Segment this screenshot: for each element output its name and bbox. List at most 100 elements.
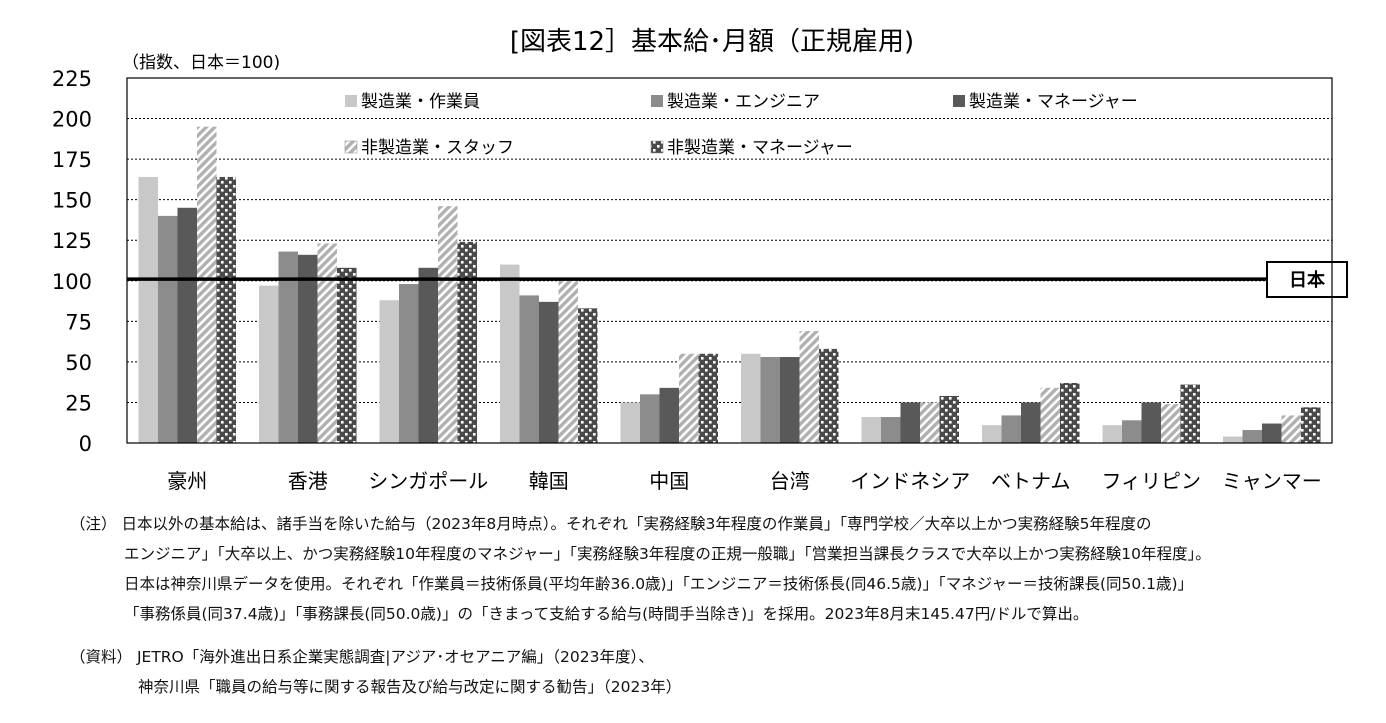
x-tick-label: 台湾 [770,469,810,493]
bar [920,402,940,443]
bar [1180,384,1200,443]
bar [1262,423,1282,443]
bar [259,285,279,443]
legend-swatch [345,95,357,107]
bar [1242,430,1262,443]
x-tick-label: フィリピン [1101,469,1201,493]
bar [158,215,178,443]
x-tick-label: インドネシア [850,469,970,493]
bar [1122,420,1142,443]
bar [659,387,679,443]
bar [317,243,337,443]
y-tick-label: 50 [65,351,92,375]
y-axis: 0 25 50 75 100 125 150 175 200 225 [52,67,92,456]
x-tick-label: シンガポール [368,469,488,493]
y-tick-label: 100 [52,270,92,294]
bar [1141,402,1161,443]
y-tick-label: 125 [52,229,92,253]
legend-swatch [650,140,664,154]
bar [861,417,881,443]
bar [679,353,699,443]
bar [1161,404,1181,443]
bar [399,284,419,443]
reference-line: 日本 [127,261,1348,298]
legend-label: 非製造業・マネージャー [667,138,853,158]
bar [418,267,438,443]
y-tick-label: 75 [65,310,92,334]
bar [939,395,959,443]
bar [620,402,640,443]
x-axis: 豪州 香港 シンガポール 韓国 中国 台湾 インドネシア ベトナム フィリピン ミャンマー [167,469,1322,493]
legend-label: 製造業・マネージャー [969,92,1138,112]
y-tick-label: 175 [52,148,92,172]
y-tick-label: 200 [52,108,92,132]
source: （資料） JETRO「海外進出日系企業実態調査|アジア･オセアニア編」（2023… [70,642,1370,702]
note-line-4: 「事務係員(同37.4歳)」「事務課長(同50.0歳)」の「きまって支給する給与… [124,605,1089,623]
x-tick-label: 豪州 [167,469,207,493]
bar [438,206,458,443]
note-line-3: 日本は神奈川県データを使用。それぞれ「作業員＝技術係員(平均年齢36.0歳)」「… [124,575,1194,593]
y-tick-label: 25 [65,391,92,415]
source-line-2: 神奈川県「職員の給与等に関する報告及び給与改定に関する勧告」（2023年） [138,678,682,696]
bar [500,264,520,443]
bar [457,241,477,443]
bar [1040,387,1060,443]
x-tick-label: 韓国 [529,469,569,493]
bar [177,207,197,443]
x-tick-label: ミャンマー [1222,469,1322,493]
bar [539,301,559,443]
note-line-1: 日本以外の基本給は、諸手当を除いた給与（2023年8月時点）。それぞれ「実務経験… [121,515,1152,533]
japan-label-box [1266,261,1348,298]
chart-title: [図表12］基本給･月額（正規雇用) [510,27,914,57]
legend-label: 製造業・エンジニア [667,92,820,112]
source-label: （資料） [70,648,133,666]
bar [640,394,660,443]
bar [1060,382,1080,443]
bar [278,251,298,443]
bars [138,126,1321,444]
bar [337,267,357,443]
bar [760,357,780,443]
notes: （注） 日本以外の基本給は、諸手当を除いた給与（2023年8月時点）。それぞれ「… [70,509,1370,629]
bar [698,353,718,443]
legend-label: 非製造業・スタッフ [361,138,514,158]
bar [578,308,598,443]
bar [519,295,539,443]
legend-label: 製造業・作業員 [361,92,480,112]
note-line-2: エンジニア」「大卒以上、かつ実務経験10年程度のマネジャー」「実務経験3年程度の… [124,545,1211,563]
bar [819,348,839,443]
bar [1102,425,1122,443]
bar [138,176,158,443]
legend-swatch [953,95,965,107]
y-tick-label: 225 [52,67,92,91]
bar [216,176,236,443]
japan-label: 日本 [1289,269,1325,291]
x-tick-label: 香港 [288,469,328,493]
y-tick-label: 150 [52,189,92,213]
notes-label: （注） [70,515,117,533]
bar [1001,415,1021,443]
bar [881,417,901,443]
chart: [図表12］基本給･月額（正規雇用) （指数、日本＝100) 0 25 50 75 10… [52,27,1348,493]
plot-frame [126,77,1333,444]
bar [1301,407,1321,443]
source-line-1: JETRO「海外進出日系企業実態調査|アジア･オセアニア編」（2023年度）、 [136,648,654,666]
x-tick-label: ベトナム [991,469,1070,493]
x-tick-label: 中国 [649,469,689,493]
bar [558,280,578,443]
bar [298,254,318,443]
legend-swatch [344,140,358,154]
bar [900,402,920,443]
legend-swatch [651,95,663,107]
bar [799,331,819,443]
bar [197,126,217,444]
bar [1223,436,1243,443]
bar [1021,402,1041,443]
bar [982,425,1002,443]
bar [741,353,761,443]
bar [1281,415,1301,443]
bar [780,357,800,443]
bar [379,300,399,443]
y-axis-label: （指数、日本＝100) [122,53,280,73]
